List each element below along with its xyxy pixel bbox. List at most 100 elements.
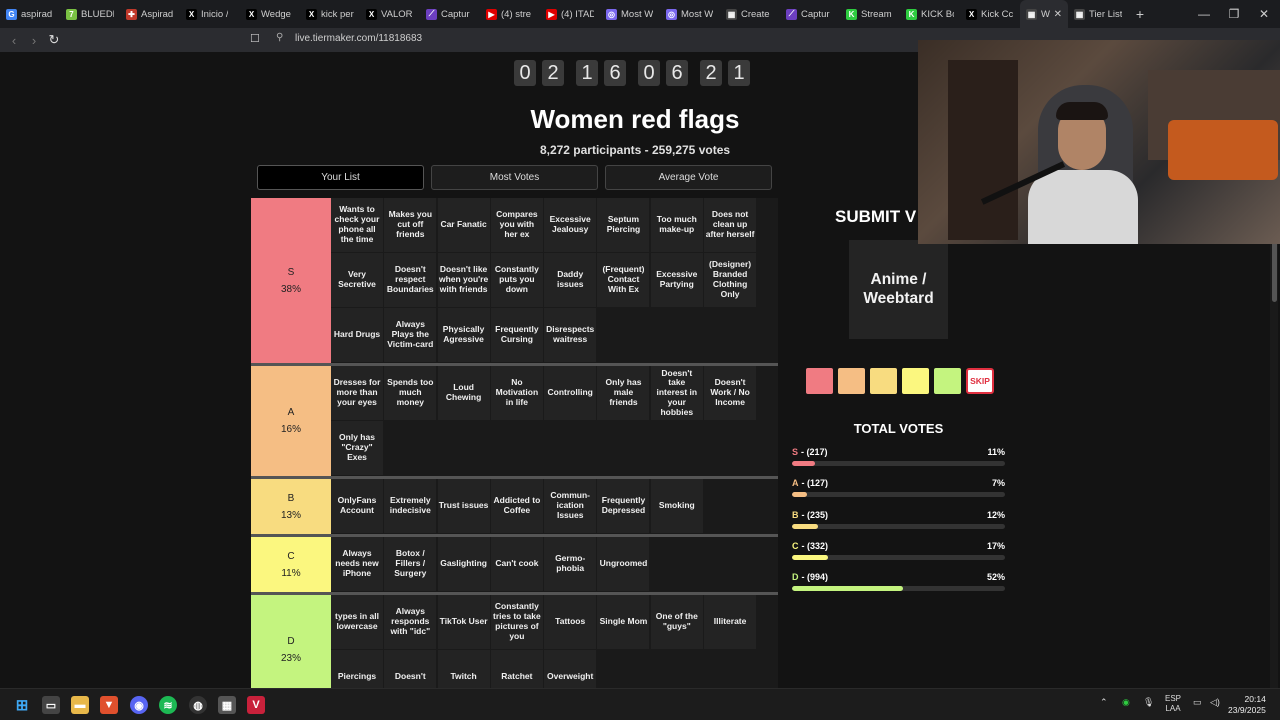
tier-item[interactable]: No Motivation in life bbox=[490, 366, 544, 421]
tier-item[interactable]: Commun- ication Issues bbox=[544, 479, 598, 534]
tab-close-icon[interactable]: ✕ bbox=[1053, 8, 1062, 20]
system-clock[interactable]: 20:14 23/9/2025 bbox=[1228, 694, 1266, 716]
app-icon[interactable]: V bbox=[247, 696, 265, 714]
tier-item[interactable]: Very Secretive bbox=[331, 253, 384, 308]
back-icon[interactable]: ‹ bbox=[11, 32, 17, 48]
forward-icon[interactable]: › bbox=[31, 32, 37, 48]
tier-item[interactable]: Hard Drugs bbox=[331, 308, 384, 363]
tier-item[interactable]: (Designer) Branded Clothing Only bbox=[704, 253, 758, 308]
tier-item[interactable]: types in all lowercase bbox=[331, 595, 384, 650]
browser-tab[interactable]: ✚ Aspirad bbox=[120, 0, 180, 28]
tier-item[interactable]: Too much make-up bbox=[650, 198, 704, 253]
tier-item[interactable]: Overweight bbox=[544, 650, 598, 688]
tier-item[interactable]: Daddy issues bbox=[544, 253, 598, 308]
discord-icon[interactable]: ◉ bbox=[130, 696, 148, 714]
browser-tab[interactable]: ◎ Most W bbox=[600, 0, 660, 28]
tier-item[interactable]: One of the "guys" bbox=[650, 595, 704, 650]
tier-item[interactable]: Spends too much money bbox=[384, 366, 438, 421]
vote-tier-a-button[interactable] bbox=[838, 368, 865, 394]
browser-tab[interactable]: X Inicio / bbox=[180, 0, 240, 28]
tier-item[interactable]: Single Mom bbox=[597, 595, 651, 650]
tier-item[interactable]: Always responds with "idc" bbox=[384, 595, 438, 650]
browser-tab[interactable]: X VALOR bbox=[360, 0, 420, 28]
tier-item[interactable]: Tattoos bbox=[544, 595, 598, 650]
tier-item[interactable]: (Frequent) Contact With Ex bbox=[597, 253, 651, 308]
obs-icon[interactable]: ◍ bbox=[189, 696, 207, 714]
browser-tab[interactable]: K KICK Bc bbox=[900, 0, 960, 28]
file-explorer-icon[interactable]: ▬ bbox=[71, 696, 89, 714]
vote-tier-d-button[interactable] bbox=[934, 368, 961, 394]
tier-item[interactable]: Car Fanatic bbox=[437, 198, 491, 253]
tier-item[interactable]: Doesn't bbox=[384, 650, 438, 688]
tab-most-votes[interactable]: Most Votes bbox=[431, 165, 598, 190]
browser-tab[interactable]: ⟋ Captur bbox=[420, 0, 480, 28]
tier-item[interactable]: Excessive Partying bbox=[650, 253, 704, 308]
spotify-icon[interactable]: ≋ bbox=[159, 696, 177, 714]
browser-tab[interactable]: ▶ (4) stre bbox=[480, 0, 540, 28]
minimize-icon[interactable]: — bbox=[1198, 7, 1210, 21]
network-icon[interactable]: ▭ bbox=[1193, 697, 1202, 707]
tier-item[interactable]: Always needs new iPhone bbox=[331, 537, 384, 592]
tier-item[interactable]: Dresses for more than your eyes bbox=[331, 366, 384, 421]
tier-item[interactable]: Smoking bbox=[650, 479, 704, 534]
tier-item[interactable]: Botox / Fillers / Surgery bbox=[384, 537, 438, 592]
current-item-card[interactable]: Anime / Weebtard bbox=[849, 240, 948, 339]
scrollbar-track[interactable] bbox=[1270, 52, 1278, 688]
site-info-icon[interactable]: ⚲ bbox=[276, 32, 284, 43]
tier-item[interactable]: Trust issues bbox=[437, 479, 491, 534]
tier-item[interactable]: Illiterate bbox=[704, 595, 758, 650]
tier-item[interactable]: Twitch bbox=[437, 650, 491, 688]
tier-item[interactable]: Doesn't like when you're with friends bbox=[437, 253, 491, 308]
browser-tab[interactable]: ▦ Tier List bbox=[1068, 0, 1128, 28]
tier-item[interactable]: Always Plays the Victim-card bbox=[384, 308, 438, 363]
browser-tab[interactable]: ⟋ Captur bbox=[780, 0, 840, 28]
browser-tab[interactable]: X Wedge bbox=[240, 0, 300, 28]
microphone-icon[interactable]: 🎙 bbox=[1143, 697, 1155, 707]
tier-item[interactable]: Addicted to Coffee bbox=[490, 479, 544, 534]
tier-item[interactable]: Ungroomed bbox=[597, 537, 651, 592]
windows-start-icon[interactable]: ⊞ bbox=[15, 697, 29, 714]
tier-item[interactable]: Controlling bbox=[544, 366, 598, 421]
tier-item[interactable]: OnlyFans Account bbox=[331, 479, 384, 534]
calculator-icon[interactable]: ▦ bbox=[218, 696, 236, 714]
tier-item[interactable]: Frequently Depressed bbox=[597, 479, 651, 534]
tier-item[interactable]: Piercings bbox=[331, 650, 384, 688]
browser-tab[interactable]: X Kick Cc bbox=[960, 0, 1020, 28]
browser-tab[interactable]: ▦ Create bbox=[720, 0, 780, 28]
tier-item[interactable]: Doesn't take interest in your hobbies bbox=[650, 366, 704, 421]
skip-button[interactable]: SKIP bbox=[966, 368, 994, 394]
tier-item[interactable]: Physically Agressive bbox=[437, 308, 491, 363]
url-field[interactable]: live.tiermaker.com/11818683 bbox=[295, 33, 423, 44]
brave-browser-icon[interactable]: ▼ bbox=[100, 696, 118, 714]
tier-item[interactable]: Constantly tries to take pictures of you bbox=[490, 595, 544, 650]
tier-item[interactable]: Frequently Cursing bbox=[490, 308, 544, 363]
tier-item[interactable]: Doesn't respect Boundaries bbox=[384, 253, 438, 308]
tray-app-icon[interactable]: ◉ bbox=[1122, 697, 1130, 707]
language-indicator[interactable]: ESP LAA bbox=[1165, 694, 1181, 714]
vote-tier-c-button[interactable] bbox=[902, 368, 929, 394]
tier-item[interactable]: Loud Chewing bbox=[437, 366, 491, 421]
tier-item[interactable]: Doesn't Work / No Income bbox=[704, 366, 758, 421]
browser-tab[interactable]: ▦ We✕ bbox=[1020, 0, 1068, 28]
browser-tab[interactable]: ◎ Most W bbox=[660, 0, 720, 28]
tier-item[interactable]: TikTok User bbox=[437, 595, 491, 650]
bookmark-icon[interactable]: ☐ bbox=[250, 33, 260, 45]
tier-item[interactable]: Can't cook bbox=[490, 537, 544, 592]
tier-item[interactable]: Only has male friends bbox=[597, 366, 651, 421]
tier-item[interactable]: Does not clean up after herself bbox=[704, 198, 758, 253]
task-view-icon[interactable]: ▭ bbox=[42, 696, 60, 714]
tier-item[interactable]: Germo- phobia bbox=[544, 537, 598, 592]
reload-icon[interactable]: ↻ bbox=[48, 32, 60, 47]
volume-icon[interactable]: ◁) bbox=[1210, 697, 1220, 707]
tray-expand-icon[interactable]: ⌃ bbox=[1100, 697, 1108, 707]
tier-item[interactable]: Excessive Jealousy bbox=[544, 198, 598, 253]
maximize-icon[interactable]: ❐ bbox=[1228, 7, 1240, 21]
browser-tab[interactable]: ▶ (4) ITAD bbox=[540, 0, 600, 28]
browser-tab[interactable]: K Stream bbox=[840, 0, 900, 28]
tier-item[interactable]: Wants to check your phone all the time bbox=[331, 198, 384, 253]
browser-tab[interactable]: 7 BLUEDR bbox=[60, 0, 120, 28]
tier-item[interactable]: Septum Piercing bbox=[597, 198, 651, 253]
tier-item[interactable]: Constantly puts you down bbox=[490, 253, 544, 308]
new-tab-icon[interactable]: + bbox=[1135, 6, 1145, 22]
tab-average-vote[interactable]: Average Vote bbox=[605, 165, 772, 190]
